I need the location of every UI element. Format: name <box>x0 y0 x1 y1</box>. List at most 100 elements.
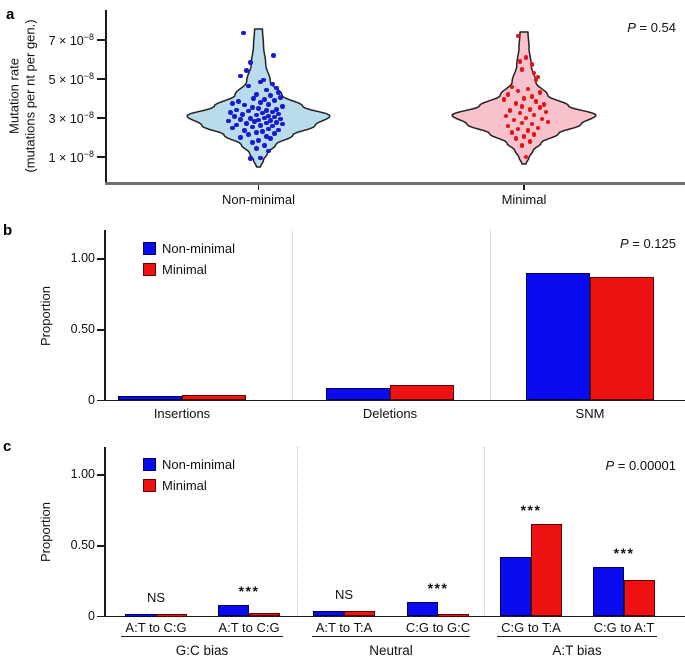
significance-label: *** <box>613 544 635 561</box>
data-point-non-minimal <box>268 93 273 98</box>
data-point-non-minimal <box>264 134 269 139</box>
tick-exponent: −8 <box>83 32 94 42</box>
p-value-label: P = 0.00001 <box>605 458 676 473</box>
data-point-non-minimal <box>270 109 275 115</box>
data-point-minimal <box>521 96 527 101</box>
data-point-minimal <box>507 108 513 113</box>
data-point-non-minimal <box>246 132 251 137</box>
data-point-non-minimal <box>228 110 233 115</box>
data-point-non-minimal <box>242 128 247 133</box>
data-point-non-minimal <box>258 100 263 105</box>
data-point-minimal <box>539 116 545 122</box>
x-axis-line <box>104 615 685 618</box>
bar-non-minimal <box>218 605 249 617</box>
data-point-minimal <box>527 139 533 144</box>
group-underline <box>312 636 470 638</box>
data-point-minimal <box>517 59 523 64</box>
data-point-non-minimal <box>256 138 261 143</box>
bar-non-minimal <box>407 601 438 617</box>
data-point-non-minimal <box>244 68 249 73</box>
bar-pair-label: C:G to A:T <box>593 620 655 635</box>
data-point-minimal <box>541 102 547 107</box>
data-point-minimal <box>509 84 515 90</box>
bar-pair-label: A:T to C:G <box>218 620 280 635</box>
data-point-non-minimal <box>272 114 277 120</box>
data-point-minimal <box>537 105 543 110</box>
data-point-non-minimal <box>238 135 243 140</box>
data-point-non-minimal <box>268 118 273 123</box>
bar-pair-label: Insertions <box>153 406 211 421</box>
p-value-label: P = 0.54 <box>627 20 676 35</box>
data-point-non-minimal <box>232 114 237 119</box>
data-point-non-minimal <box>241 30 246 36</box>
significance-label: NS <box>334 586 354 602</box>
y-axis-tick-mark <box>97 545 104 547</box>
data-point-non-minimal <box>264 120 269 126</box>
data-point-non-minimal <box>236 99 241 104</box>
data-point-minimal <box>531 70 537 76</box>
bar-minimal <box>624 579 655 617</box>
data-point-non-minimal <box>250 140 255 145</box>
p-value-italic-p: P <box>605 458 615 473</box>
bar-minimal <box>590 277 654 401</box>
data-point-minimal <box>505 123 511 129</box>
group-name-label: Neutral <box>369 643 413 658</box>
panel-b-letter: b <box>3 222 13 239</box>
data-point-non-minimal <box>260 110 265 116</box>
data-point-minimal <box>533 77 539 83</box>
tick-exponent: −8 <box>83 149 94 159</box>
data-point-minimal <box>521 134 527 139</box>
data-point-non-minimal <box>248 156 253 161</box>
data-point-non-minimal <box>272 131 277 136</box>
data-point-non-minimal <box>264 108 269 113</box>
data-point-non-minimal <box>260 129 265 134</box>
p-value-label: P = 0.125 <box>619 236 676 251</box>
data-point-non-minimal <box>266 113 271 119</box>
data-point-non-minimal <box>250 105 255 110</box>
bar-minimal <box>390 384 454 401</box>
y-axis-tick-mark <box>97 78 105 80</box>
y-axis-title: Proportion <box>38 502 54 562</box>
y-axis-tick-label: 1 × 10−8 <box>48 149 94 166</box>
data-point-minimal <box>515 88 521 93</box>
y-axis-tick-label: 3 × 10−8 <box>48 110 94 127</box>
data-point-non-minimal <box>254 146 259 151</box>
data-point-minimal <box>543 109 549 115</box>
y-axis-tick-mark <box>97 615 104 618</box>
bar-non-minimal <box>500 557 531 617</box>
data-point-non-minimal <box>266 102 271 107</box>
bar-pair-label: A:T to T:A <box>315 620 373 635</box>
panel-a-violin-plot: 7 × 10−8 5 × 10−8 3 × 10−8 1 × 10−8 Mutation… <box>0 0 685 220</box>
data-point-non-minimal <box>274 85 279 91</box>
data-point-minimal <box>519 104 525 109</box>
data-point-non-minimal <box>256 106 261 111</box>
y-axis-tick-label: 5 × 10−8 <box>48 71 94 88</box>
data-point-non-minimal <box>266 148 271 154</box>
y-axis-tick-label: 1.00 <box>70 467 95 481</box>
panel-c-letter: c <box>3 438 12 455</box>
x-axis-category-tick <box>257 184 260 190</box>
y-axis-tick-label: 0 <box>88 392 95 407</box>
bar-minimal <box>344 610 375 617</box>
data-point-non-minimal <box>276 90 281 95</box>
y-axis-tick-label: 0.50 <box>70 537 95 552</box>
data-point-non-minimal <box>276 111 281 117</box>
data-point-minimal <box>515 33 521 39</box>
data-point-minimal <box>519 67 525 72</box>
data-point-non-minimal <box>266 126 271 132</box>
legend-label-minimal: Minimal <box>162 478 207 493</box>
data-point-non-minimal <box>280 104 285 109</box>
data-point-minimal <box>523 115 529 121</box>
data-point-minimal <box>525 128 531 133</box>
data-point-minimal <box>503 113 509 119</box>
data-point-non-minimal <box>278 116 283 122</box>
data-point-non-minimal <box>246 108 251 114</box>
data-point-non-minimal <box>264 87 269 93</box>
data-point-minimal <box>505 92 511 97</box>
y-axis-tick-mark <box>97 474 104 476</box>
data-point-minimal <box>519 143 525 148</box>
y-axis-tick-mark <box>97 39 105 41</box>
data-point-non-minimal <box>270 123 275 129</box>
data-point-minimal <box>535 125 541 131</box>
